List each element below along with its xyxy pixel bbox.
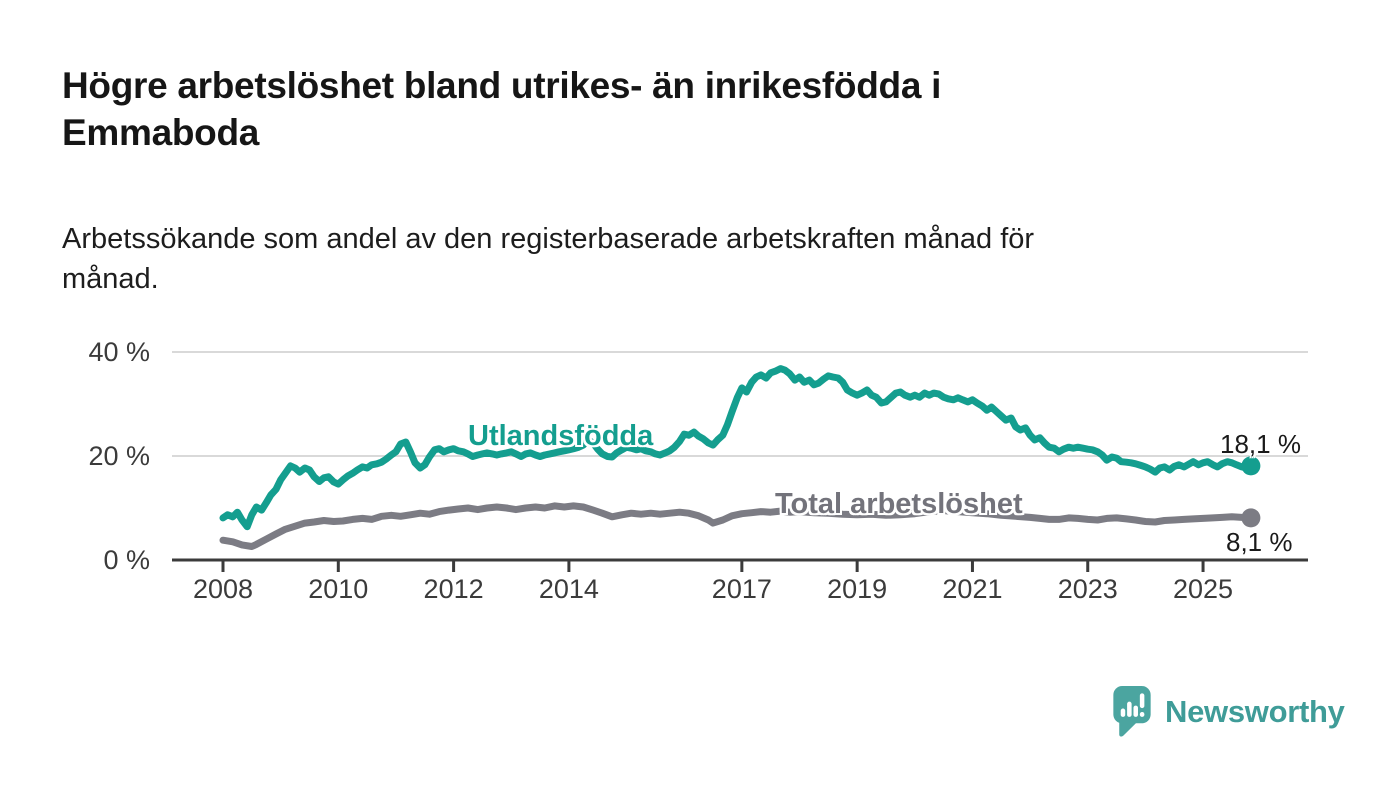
x-tick-label-2010: 2010 bbox=[308, 574, 368, 604]
x-tick-label-2023: 2023 bbox=[1058, 574, 1118, 604]
x-tick-label-2008: 2008 bbox=[193, 574, 253, 604]
series-end-dot-utlandsfodda bbox=[1241, 456, 1261, 476]
x-tick-label-2014: 2014 bbox=[539, 574, 599, 604]
chart-subtitle: Arbetssökande som andel av den registerb… bbox=[62, 223, 1035, 295]
y-tick-label-0: 0 % bbox=[103, 545, 150, 575]
x-tick-label-2021: 2021 bbox=[942, 574, 1002, 604]
y-tick-label-40: 40 % bbox=[88, 337, 150, 367]
series-label-total-arbetsloshet: Total arbetslöshet bbox=[775, 488, 1023, 520]
y-tick-label-20: 20 % bbox=[88, 441, 150, 471]
x-tick-label-2019: 2019 bbox=[827, 574, 887, 604]
newsworthy-logo-text: Newsworthy bbox=[1165, 693, 1345, 729]
series-label-utlandsfodda: Utlandsfödda bbox=[468, 420, 654, 452]
end-value-label-total: 8,1 % bbox=[1226, 527, 1293, 557]
end-value-label-utlandsfodda: 18,1 % bbox=[1220, 429, 1301, 459]
chart-title: Högre arbetslöshet bland utrikes- än inr… bbox=[62, 65, 942, 153]
newsworthy-logo: Newsworthy bbox=[1112, 685, 1345, 738]
newsworthy-speech-bubble-chart-icon bbox=[1113, 685, 1151, 737]
series-line-utlandsfodda bbox=[219, 365, 1255, 531]
x-tick-label-2017: 2017 bbox=[712, 574, 772, 604]
x-tick-label-2012: 2012 bbox=[424, 574, 484, 604]
series-line-total-arbetsloshet bbox=[219, 502, 1255, 550]
x-tick-label-2025: 2025 bbox=[1173, 574, 1233, 604]
series-end-dot-total-arbetsloshet bbox=[1241, 508, 1261, 528]
